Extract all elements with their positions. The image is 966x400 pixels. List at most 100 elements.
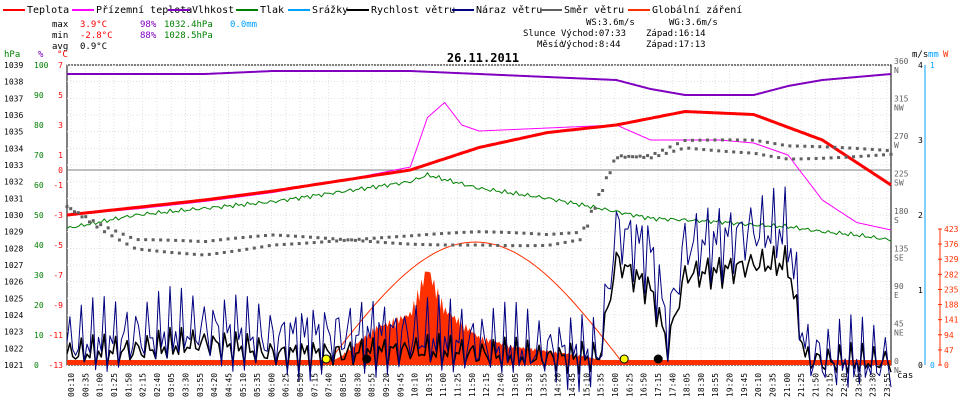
wind-direction-point: [65, 205, 69, 209]
series-line-tlak: [66, 172, 892, 242]
wind-direction-point: [282, 242, 286, 246]
x-tick-label: 02:15: [139, 373, 148, 397]
wind-direction-point: [481, 243, 485, 247]
wind-direction-point: [713, 138, 717, 142]
wind-direction-point: [455, 231, 459, 235]
wind-direction-point: [698, 138, 702, 142]
wind-direction-point: [297, 242, 301, 246]
wind-direction-point: [353, 238, 357, 242]
wind-direction-point: [136, 238, 140, 242]
wind-direction-point: [717, 149, 721, 153]
wind-direction-point: [619, 154, 623, 158]
wind-direction-point: [492, 230, 496, 234]
wind-direction-point: [406, 242, 410, 246]
temperature-tick-label: 5: [58, 91, 63, 100]
wind-direction-point: [413, 242, 417, 246]
wind-direction-point: [702, 148, 706, 152]
wind-direction-point: [743, 138, 747, 142]
x-tick-label: 22:15: [826, 373, 835, 397]
sun-event-marker: [321, 354, 331, 364]
legend-item-rychlost-vetru: Rychlost větru: [347, 4, 455, 16]
wind-direction-point: [754, 152, 758, 156]
wind-direction-point: [380, 236, 384, 240]
x-tick-label: 10:10: [411, 373, 420, 397]
direction-tick-compass: S: [894, 216, 899, 225]
legend-item-naraz-vetru: Náraz větru: [452, 4, 542, 16]
wind-direction-point: [747, 151, 751, 155]
wind-direction-point: [410, 234, 414, 238]
wind-direction-point: [559, 232, 563, 236]
wind-direction-point: [807, 157, 811, 161]
wind-direction-point: [705, 138, 709, 142]
wind-direction-point: [323, 236, 327, 240]
radiation-tick-label: 188: [944, 301, 959, 310]
wind-direction-point: [859, 154, 863, 158]
x-tick-label: 14:45: [568, 373, 577, 397]
pressure-tick-label: 1039: [4, 61, 23, 70]
axis-header-hpa: hPa: [4, 50, 20, 60]
stats-min-hum: 88%: [140, 31, 157, 41]
x-tick-label: 21:00: [783, 373, 792, 397]
wind-direction-point: [252, 246, 256, 250]
stats-max-press: 1032.4hPa: [164, 20, 213, 30]
direction-tick-degrees: 135: [894, 245, 909, 254]
wind-direction-point: [634, 155, 638, 159]
direction-tick-compass: NE: [894, 329, 904, 338]
wind-direction-point: [286, 234, 290, 238]
x-tick-label: 04:20: [210, 373, 219, 397]
axes: 1039103810371036103510341033103210311030…: [4, 57, 959, 375]
wind-direction-point: [219, 238, 223, 242]
wind-direction-point: [151, 238, 155, 242]
wind-direction-point: [533, 244, 537, 248]
wind-direction-point: [567, 231, 571, 235]
wind-direction-point: [496, 243, 500, 247]
wind-direction-point: [586, 224, 590, 228]
x-tick-label: 17:40: [668, 373, 677, 397]
x-tick-label: 19:45: [740, 373, 749, 397]
x-tick-label: 01:25: [110, 373, 119, 397]
humidity-tick-label: 10: [34, 331, 44, 340]
wind-direction-point: [402, 234, 406, 238]
pressure-tick-label: 1035: [4, 128, 23, 137]
wind-tick-label: 4: [918, 61, 923, 70]
wind-direction-point: [106, 226, 110, 230]
temperature-tick-label: 7: [58, 61, 63, 70]
wind-direction-point: [683, 139, 687, 143]
x-tick-label: 03:55: [196, 373, 205, 397]
wind-direction-point: [357, 237, 361, 241]
x-tick-label: 03:05: [167, 373, 176, 397]
wind-direction-point: [473, 243, 477, 247]
wind-direction-point: [387, 235, 391, 239]
pressure-tick-label: 1025: [4, 294, 23, 303]
wind-direction-point: [885, 148, 889, 152]
wind-direction-point: [398, 242, 402, 246]
x-tick-label: 15:35: [597, 373, 606, 397]
wind-direction-point: [222, 250, 226, 254]
wind-direction-point: [484, 230, 488, 234]
wind-direction-point: [488, 243, 492, 247]
wind-direction-point: [211, 239, 215, 243]
series-layer: [65, 70, 893, 392]
axis-header-ms: m/s: [912, 50, 928, 60]
humidity-tick-label: 60: [34, 181, 44, 190]
direction-tick-degrees: 45: [894, 320, 904, 329]
stats-min-label: min: [52, 31, 68, 41]
wind-direction-point: [129, 235, 133, 239]
wind-direction-point: [316, 236, 320, 240]
wind-direction-point: [709, 148, 713, 152]
pressure-tick-label: 1036: [4, 111, 23, 120]
wind-direction-point: [844, 155, 848, 159]
wind-direction-point: [305, 241, 309, 245]
wind-direction-point: [646, 154, 650, 158]
wind-direction-point: [582, 226, 586, 230]
wind-direction-point: [788, 144, 792, 148]
wind-direction-point: [391, 241, 395, 245]
x-tick-label: 18:30: [697, 373, 706, 397]
wind-direction-point: [335, 239, 339, 243]
rain-tick-label: 0: [930, 361, 935, 370]
legend-label: Vlhkost: [192, 5, 234, 16]
stats-max-temp: 3.9°C: [80, 20, 107, 30]
x-tick-label: 09:45: [396, 373, 405, 397]
wind-direction-point: [237, 248, 241, 252]
wind-direction-point: [668, 145, 672, 149]
